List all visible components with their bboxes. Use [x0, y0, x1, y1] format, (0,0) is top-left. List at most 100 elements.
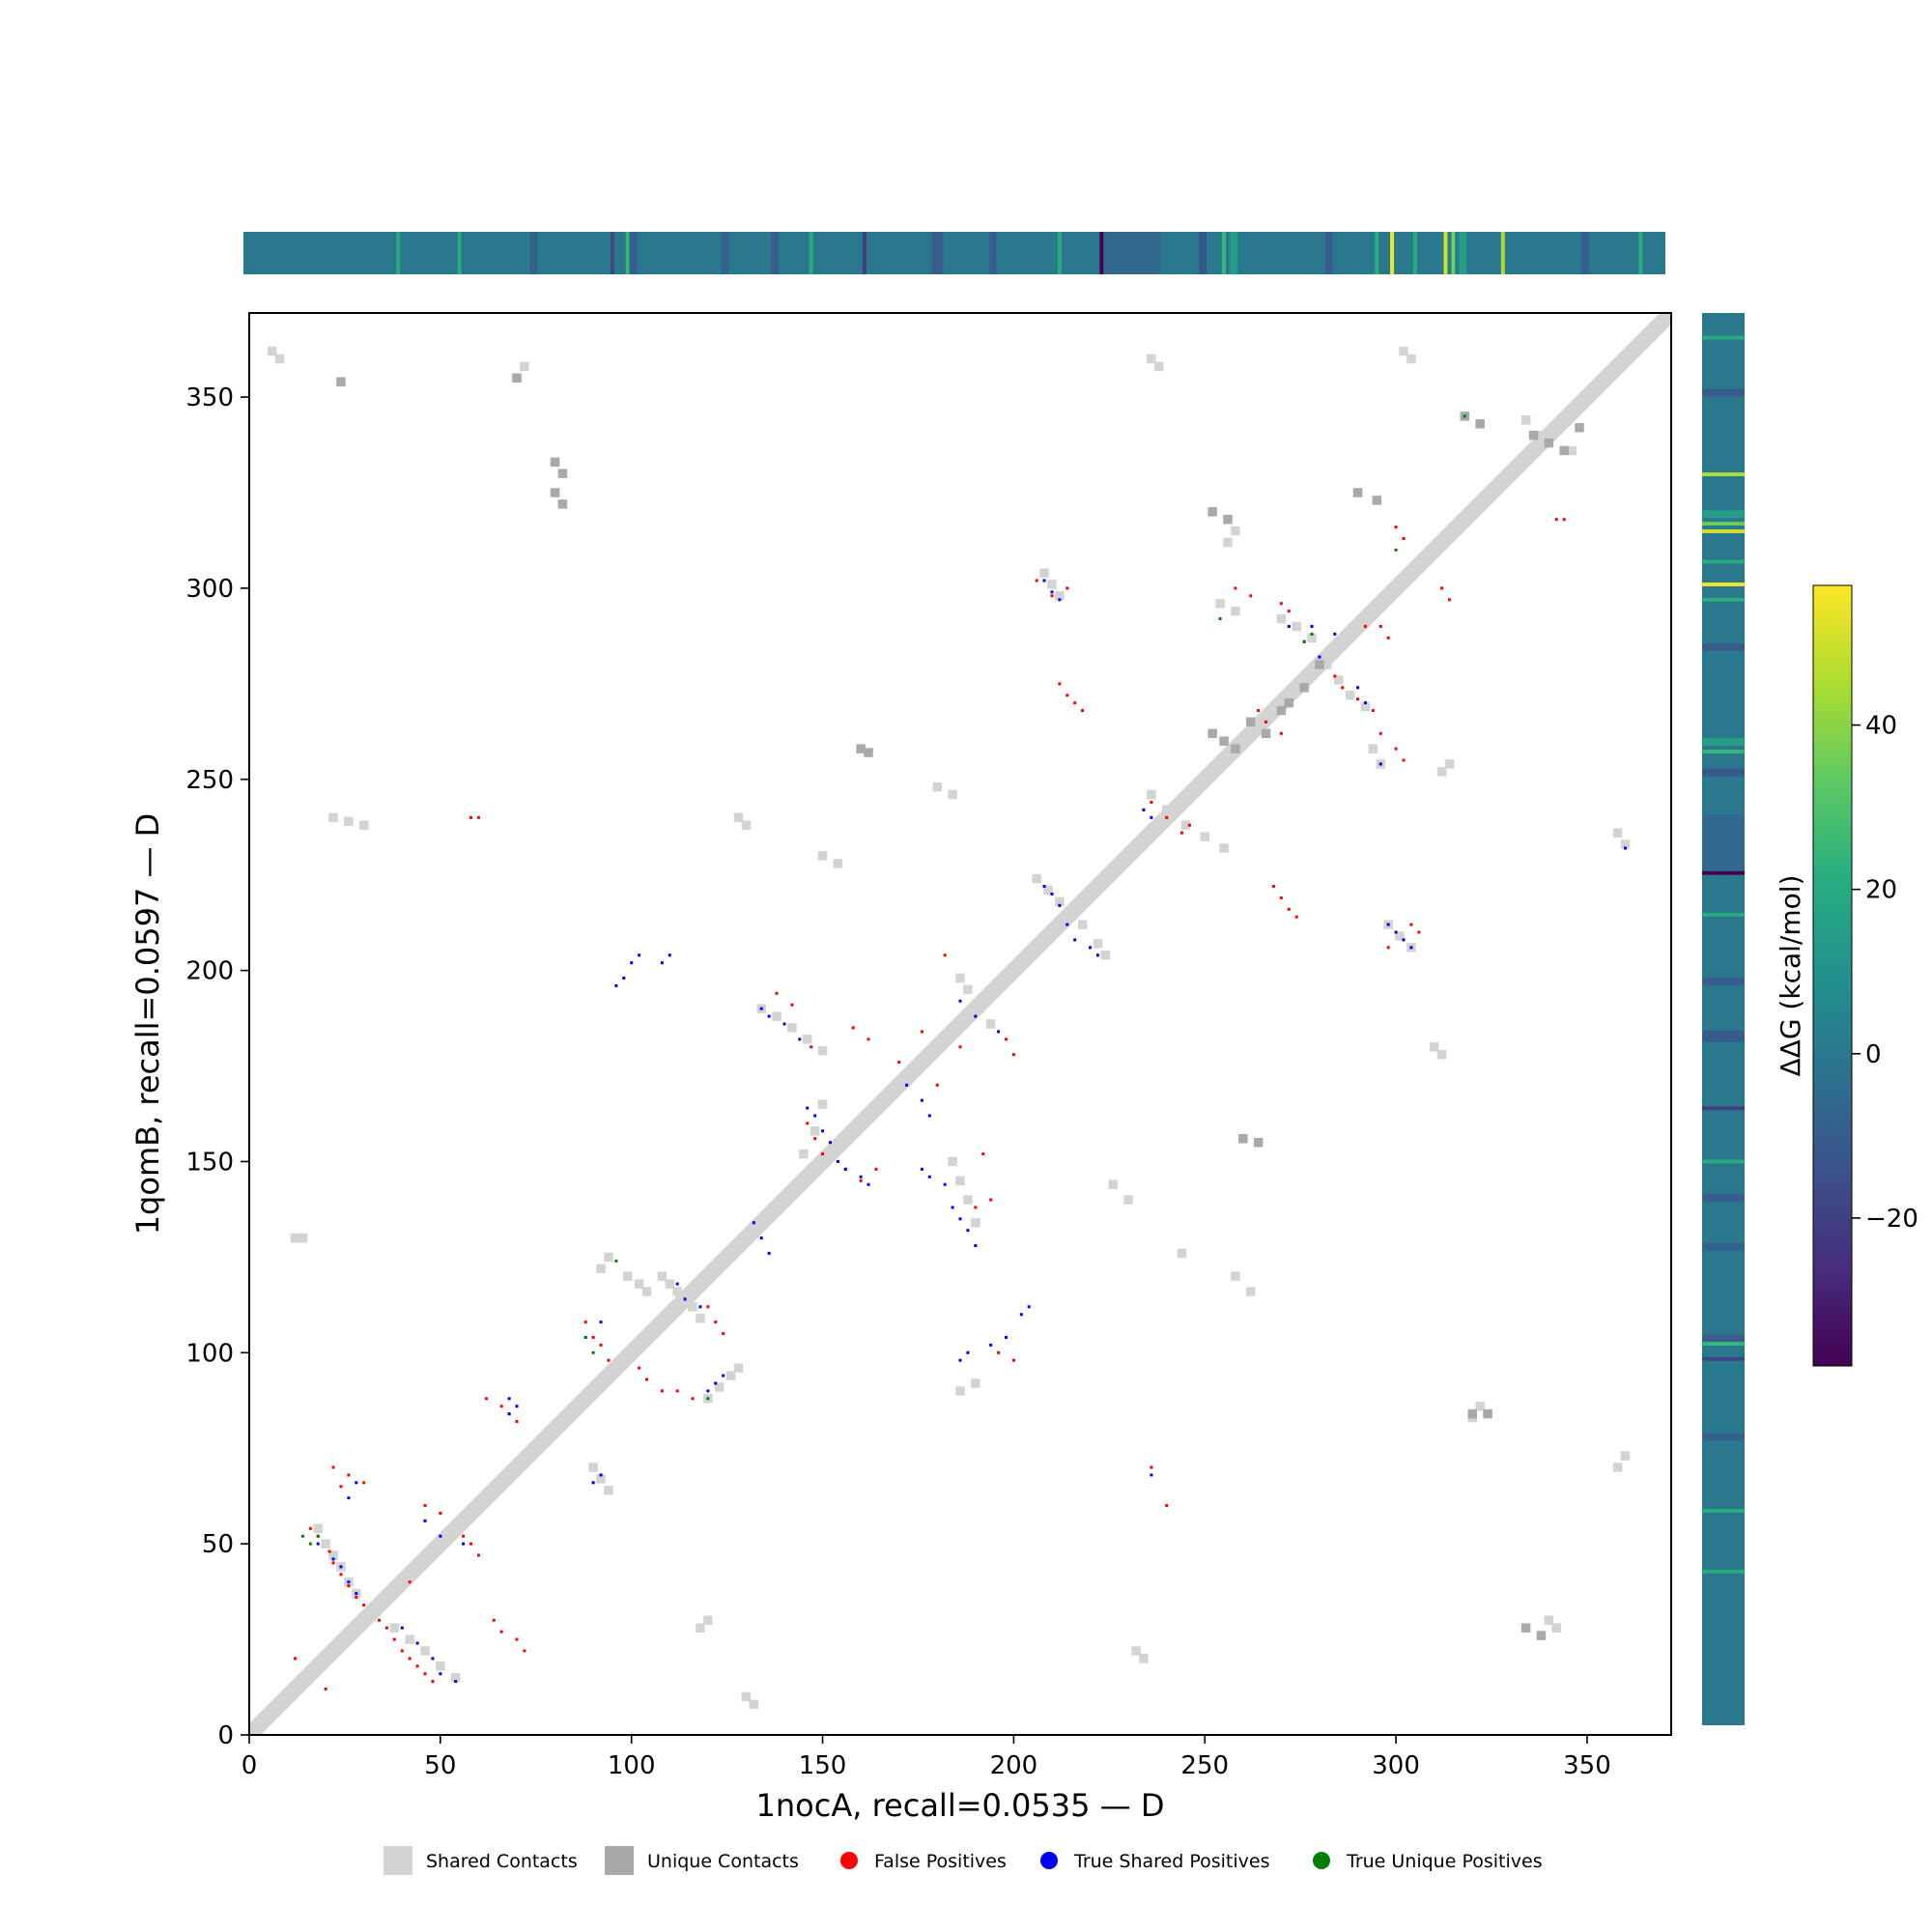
legend-label: Shared Contacts [426, 1851, 578, 1872]
top-strip-segment [529, 232, 538, 274]
shared-contact-patch [665, 1279, 675, 1289]
shared-contact-patch [799, 1149, 809, 1159]
shared-contact-patch [833, 859, 843, 868]
false-positive-point [492, 1618, 496, 1622]
shared-contact-patch [1219, 843, 1229, 853]
true-shared-positive-point [974, 1244, 978, 1248]
shared-contact-patch [436, 1662, 445, 1671]
right-strip-segment [1702, 1030, 1745, 1042]
shared-contact-patch [313, 1523, 323, 1534]
true-shared-positive-point [355, 1481, 358, 1485]
y-tick-label: 350 [185, 384, 234, 412]
shared-contact-patch [622, 1271, 633, 1281]
false-positive-point [806, 1122, 810, 1125]
shared-contact-patch [741, 1691, 752, 1702]
shared-contact-patch [1177, 1248, 1187, 1259]
false-positive-point [331, 1561, 335, 1565]
legend-label: True Unique Positives [1346, 1851, 1543, 1872]
shared-contact-patch [1276, 613, 1287, 624]
false-positive-point [1402, 758, 1406, 762]
true-shared-positive-point [1042, 579, 1046, 582]
top-strip-segment [629, 232, 638, 274]
true-shared-positive-point [966, 1229, 970, 1233]
shared-contact-patch [955, 1176, 965, 1185]
true-shared-positive-point [331, 1557, 335, 1561]
top-strip-segment [1451, 232, 1456, 274]
shared-contact-patch [1077, 920, 1088, 929]
shared-contact-patch [321, 1539, 330, 1548]
true-shared-positive-point [989, 1343, 993, 1347]
shared-contact-patch [733, 1363, 744, 1373]
shared-contact-patch [772, 1011, 781, 1021]
false-positive-point [347, 1473, 351, 1477]
true-shared-positive-point [1004, 1335, 1008, 1339]
unique-contact-patch [1315, 660, 1324, 669]
shared-contact-patch [1345, 690, 1355, 700]
true-shared-positive-point [599, 1321, 603, 1324]
right-strip-segment [1702, 1356, 1745, 1361]
true-shared-positive-point [714, 1381, 718, 1385]
top-strip-segment [1324, 232, 1333, 274]
unique-contact-patch [864, 748, 873, 757]
false-positive-point [1294, 915, 1298, 919]
shared-contact-patch [741, 820, 752, 830]
shared-contact-patch [817, 1045, 828, 1056]
true-shared-positive-point [1065, 923, 1069, 926]
unique-contact-patch [1276, 705, 1287, 716]
false-positive-point [499, 1405, 503, 1408]
shared-contact-patch [1444, 759, 1455, 769]
unique-contact-patch [1544, 438, 1554, 448]
shared-contact-patch [634, 1279, 644, 1289]
true-shared-positive-point [997, 1030, 1001, 1034]
true-shared-positive-point [828, 1141, 832, 1145]
shared-contact-patch [725, 1371, 736, 1380]
false-positive-point [1058, 682, 1062, 686]
legend-swatch [384, 1846, 412, 1875]
true-shared-positive-point [316, 1542, 320, 1546]
shared-contact-patch [1223, 537, 1233, 548]
x-axis-label: 1nocA, recall=0.0535 — D [756, 1787, 1165, 1824]
shared-contact-patch [596, 1474, 606, 1484]
right-strip-segment [1702, 1433, 1745, 1441]
false-positive-point [920, 1030, 923, 1034]
right-strip-segment [1702, 1569, 1745, 1574]
false-positive-point [607, 1358, 611, 1362]
true-shared-positive-point [767, 1014, 771, 1018]
unique-contact-patch [1231, 744, 1240, 753]
true-unique-positive-point [583, 1335, 587, 1339]
true-shared-positive-point [339, 1565, 343, 1569]
true-shared-positive-point [759, 1236, 763, 1240]
shared-contact-patch [1047, 580, 1057, 589]
top-strip-segment [1443, 232, 1448, 274]
y-axis-ticks: 0 50 100 150 200 250 300 350 [185, 384, 249, 1750]
top-ddg-strip [243, 232, 1665, 274]
false-positive-point [874, 1167, 878, 1171]
unique-contact-patch [557, 499, 568, 509]
unique-contact-patch [336, 377, 346, 386]
shared-contact-patch [344, 816, 354, 827]
shared-contact-patch [932, 781, 943, 792]
true-unique-positive-point [1463, 414, 1466, 418]
true-shared-positive-point [698, 1305, 702, 1309]
shared-contact-patch [948, 1156, 957, 1167]
legend-swatch [605, 1846, 634, 1875]
shared-contact-patch [328, 812, 338, 823]
false-positive-point [355, 1596, 358, 1600]
shared-contact-patch [1231, 606, 1240, 616]
true-unique-positive-point [1310, 632, 1314, 636]
false-positive-point [813, 1137, 817, 1141]
top-strip-segment [625, 232, 630, 274]
true-shared-positive-point [1150, 1473, 1153, 1477]
false-positive-point [1279, 731, 1283, 735]
false-positive-point [1287, 610, 1291, 613]
false-positive-point [1271, 885, 1275, 889]
false-positive-point [1554, 518, 1558, 522]
unique-contact-patch [1559, 445, 1569, 456]
colorbar [1812, 584, 1853, 1367]
unique-contact-patch [1467, 1408, 1477, 1419]
unique-contact-patch [1208, 728, 1217, 739]
true-shared-positive-point [515, 1405, 519, 1408]
shared-contact-patch [1292, 621, 1301, 632]
shared-contact-patch [1139, 1654, 1149, 1663]
false-positive-point [897, 1061, 901, 1065]
